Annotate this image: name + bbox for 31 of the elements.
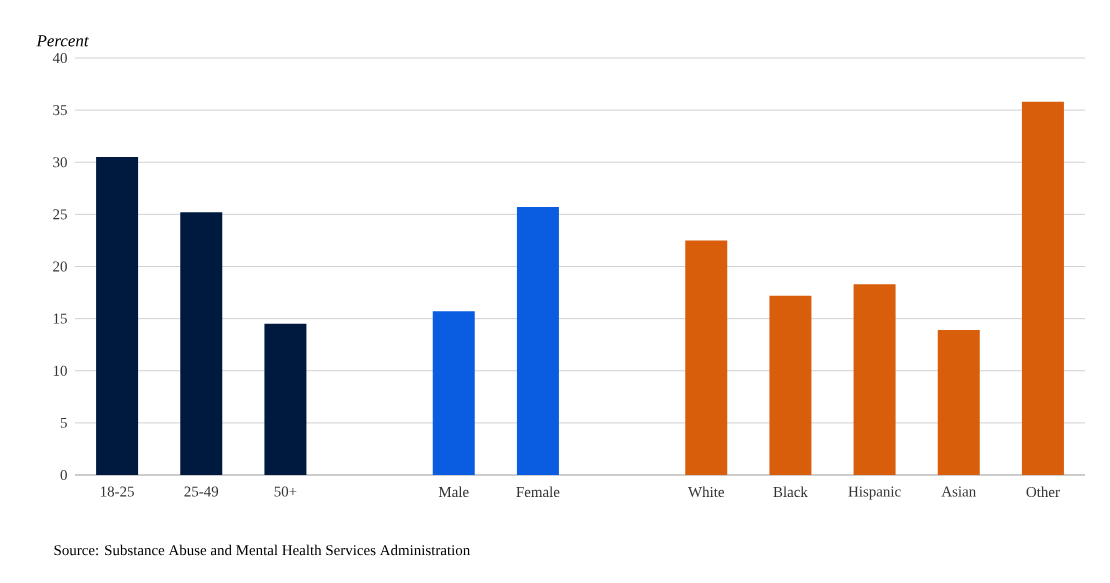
bar (96, 157, 139, 475)
x-tick-label: Asian (941, 486, 976, 497)
source-note: Source: Substance Abuse and Mental Health Services Administration (54, 544, 471, 556)
y-tick-label: 10 (53, 365, 67, 376)
bar (769, 295, 812, 475)
bar (432, 311, 475, 475)
y-axis-title: Percent (36, 35, 89, 47)
bar (1021, 101, 1064, 475)
bar (685, 240, 728, 475)
bar (516, 207, 559, 475)
x-tick-label: Male (438, 486, 469, 498)
x-tick-label: Other (1026, 486, 1060, 498)
y-tick-label: 0 (60, 469, 67, 481)
x-tick-label: Hispanic (848, 486, 901, 500)
x-tick-label: Female (516, 486, 560, 498)
y-tick-label: 15 (53, 313, 67, 324)
bar (937, 330, 980, 475)
y-tick-label: 25 (53, 209, 67, 220)
y-tick-label: 5 (60, 417, 67, 428)
bar (180, 212, 223, 475)
x-tick-label: 50+ (274, 486, 297, 497)
x-tick-label: White (688, 486, 724, 498)
bar (853, 284, 896, 475)
x-tick-label: 25-49 (184, 486, 219, 497)
x-tick-label: Black (773, 486, 808, 498)
x-tick-label: 18-25 (100, 486, 134, 497)
y-tick-label: 30 (53, 157, 67, 168)
y-tick-label: 35 (53, 105, 67, 116)
bar (264, 323, 307, 475)
y-tick-label: 40 (52, 52, 67, 64)
y-tick-label: 20 (53, 261, 67, 272)
